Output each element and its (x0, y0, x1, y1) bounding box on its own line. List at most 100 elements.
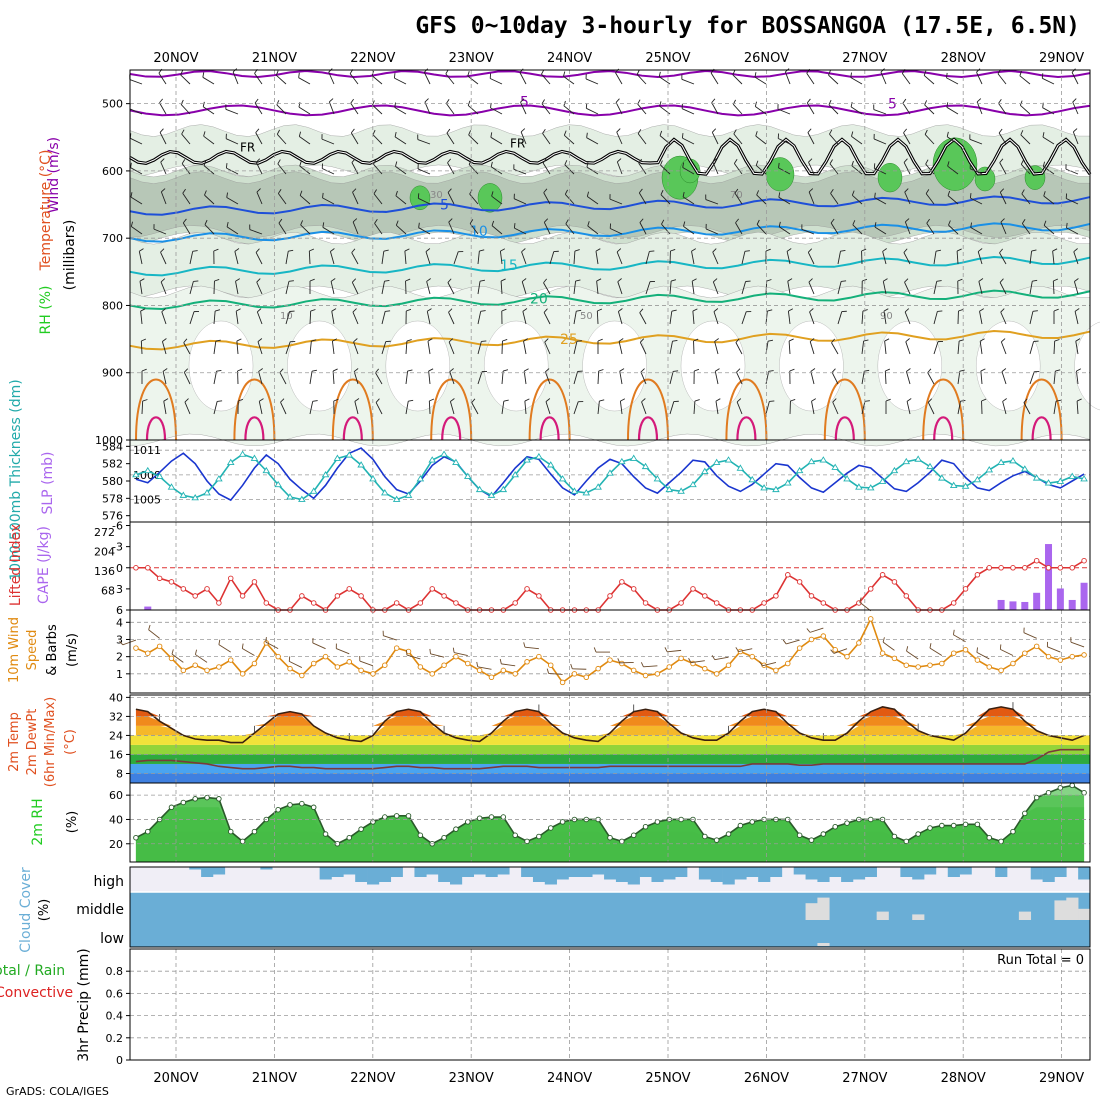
wind-barb-flag (586, 132, 588, 138)
wind-barb (640, 371, 647, 385)
data-point (702, 593, 708, 599)
wind-barb (784, 71, 791, 85)
wind-barb-flag (330, 248, 335, 252)
data-point (1009, 457, 1017, 464)
wind-barb-flag (298, 131, 302, 137)
date-label-top: 26NOV (744, 51, 789, 66)
data-point (133, 645, 139, 651)
wind-barb (946, 77, 959, 85)
data-point (962, 647, 969, 653)
data-point (808, 636, 815, 643)
cape-tick-label: 272 (94, 526, 115, 539)
date-label-bottom: 24NOV (547, 1071, 592, 1086)
wind-barb (741, 311, 747, 325)
wind-barb-flag (937, 310, 943, 312)
wind-barb (1066, 198, 1079, 205)
wind-barb-flag (520, 128, 526, 133)
cloud-middle-gap (817, 897, 830, 920)
rh-high-patch (877, 162, 903, 193)
wind-barb-flag (736, 368, 741, 373)
data-point (939, 660, 945, 667)
wind-barb (171, 653, 184, 663)
isotherm-label: 20 (530, 291, 548, 307)
data-point (262, 466, 271, 474)
wind-barb-flag (976, 647, 978, 653)
wind-barb-flag (958, 308, 964, 312)
wind-barb-flag (450, 398, 455, 402)
wind-barb (573, 401, 579, 415)
wind-barb-flag (959, 369, 965, 372)
data-point (156, 575, 163, 582)
wind-barb (734, 192, 743, 205)
wind-barb-flag (404, 248, 410, 252)
data-point (453, 826, 459, 832)
wind-barb (595, 251, 599, 265)
wind-barb-flag (479, 279, 486, 282)
data-point (298, 495, 306, 502)
data-point (133, 565, 139, 571)
wind-barb (428, 371, 431, 385)
wind-barb-flag (375, 398, 380, 403)
wind-barb (184, 401, 191, 415)
data-point (619, 838, 625, 845)
wind-barb (521, 281, 527, 295)
wind-barb-flag (194, 649, 198, 655)
wind-barb-flag (226, 192, 228, 198)
data-point (772, 485, 780, 493)
wind-barb (181, 163, 191, 175)
wind-barb (643, 665, 658, 668)
wind-barb-flag (406, 339, 412, 342)
wind-barb-flag (141, 368, 147, 372)
data-point (808, 593, 815, 599)
wind-barb (837, 281, 842, 295)
wind-barb (809, 341, 815, 355)
cape-tick-label: 68 (101, 585, 115, 598)
data-point (583, 674, 590, 681)
wind-barb-flag (1019, 70, 1022, 76)
isotherm-loop-31 (736, 416, 757, 441)
data-point (216, 600, 222, 606)
wind-barb-flag (638, 188, 643, 194)
wind-barb-flag (234, 248, 240, 252)
wind-barb (1066, 227, 1079, 235)
cloud-middle-gap (1066, 897, 1079, 920)
wind-barb-flag (491, 191, 494, 197)
wind-barb (331, 311, 335, 325)
wind-barb-flag (192, 250, 198, 252)
cloud-high-bar (438, 867, 451, 882)
wind-barb (469, 193, 479, 205)
axis-label-temp2m-a: 2m Temp (7, 712, 22, 772)
wind-barb (427, 341, 431, 355)
data-point (665, 485, 674, 493)
wind-barb (477, 311, 482, 325)
data-point (1081, 652, 1087, 658)
data-point (488, 674, 495, 681)
wind-barb (755, 135, 767, 145)
wind-barb-flag (576, 340, 582, 342)
wind-barb (786, 251, 791, 265)
wind-barb-flag (332, 338, 338, 342)
wind-barb (979, 341, 983, 355)
axis-tick-label: 800 (102, 299, 123, 312)
data-point (487, 491, 496, 498)
wind-barb (762, 661, 777, 667)
wind-barb (683, 225, 695, 235)
cloud-middle-gap (1054, 900, 1067, 920)
wind-barb (406, 654, 421, 660)
data-point (133, 834, 139, 841)
wind-barb-flag (218, 639, 221, 645)
wind-barb-flag (715, 398, 721, 402)
data-point (536, 833, 542, 840)
wind-barb-flag (449, 368, 454, 373)
axis-tick-label: 0 (116, 1054, 123, 1067)
wind-barb-flag (924, 129, 928, 135)
data-point (760, 484, 768, 491)
data-point (440, 450, 448, 457)
wind-barb (977, 251, 983, 265)
wind-barb-flag (969, 193, 972, 199)
cloud-high-bar (450, 867, 463, 885)
cloud-high-bar (426, 867, 439, 875)
wind-barb-flag (385, 310, 391, 312)
wind-barb-flag (312, 400, 318, 402)
wind-barb (298, 77, 311, 85)
